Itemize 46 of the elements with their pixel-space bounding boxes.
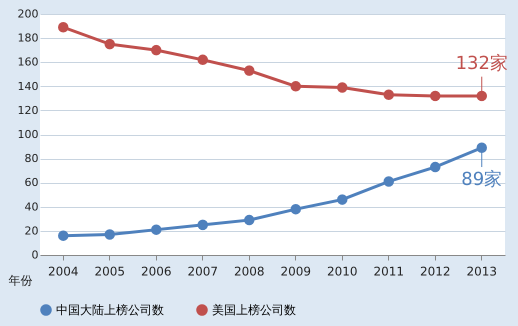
point (430, 162, 440, 172)
point (290, 204, 301, 214)
point (104, 229, 115, 240)
y-tick-label: 100 (18, 128, 38, 141)
point (476, 142, 487, 153)
x-tick-label: 2008 (234, 264, 265, 278)
point (198, 54, 208, 66)
point (151, 224, 162, 235)
y-tick-label: 120 (18, 104, 38, 117)
point (337, 194, 348, 205)
annotation: 132家 (456, 52, 508, 74)
x-tick-label: 2004 (48, 264, 79, 278)
point (244, 65, 254, 76)
point (337, 82, 348, 93)
legend-label: 中国大陆上榜公司数 (56, 303, 164, 317)
point (151, 44, 162, 56)
point (290, 81, 301, 92)
y-tick-label: 200 (18, 8, 38, 20)
y-tick-label: 20 (24, 224, 38, 238)
y-tick-label: 0 (32, 248, 38, 262)
x-tick-label: 2013 (466, 264, 498, 278)
annotation: 89家 (461, 168, 502, 190)
point (244, 214, 254, 226)
x-tick-label: 2005 (94, 264, 126, 278)
x-tick-label: 2007 (187, 264, 218, 278)
x-tick-label: 2012 (420, 264, 451, 278)
y-tick-label: 140 (18, 80, 38, 93)
point (198, 220, 208, 230)
point (430, 90, 440, 102)
x-tick-label: 2009 (280, 264, 312, 278)
y-tick-label: 180 (18, 32, 38, 45)
x-axis-title: 年份 (8, 274, 32, 288)
x-tick-label: 2011 (373, 264, 404, 278)
y-tick-label: 80 (24, 152, 38, 166)
x-tick-label: 2006 (140, 264, 172, 278)
point (104, 38, 115, 50)
point (58, 230, 68, 241)
point (384, 90, 394, 100)
point (476, 90, 487, 102)
y-tick-label: 40 (24, 200, 38, 214)
point (384, 176, 394, 187)
y-tick-label: 60 (24, 176, 38, 190)
x-tick-label: 2010 (326, 264, 358, 278)
point (58, 22, 68, 32)
legend-label: 美国上榜公司数 (212, 303, 296, 317)
y-tick-label: 160 (18, 56, 38, 69)
